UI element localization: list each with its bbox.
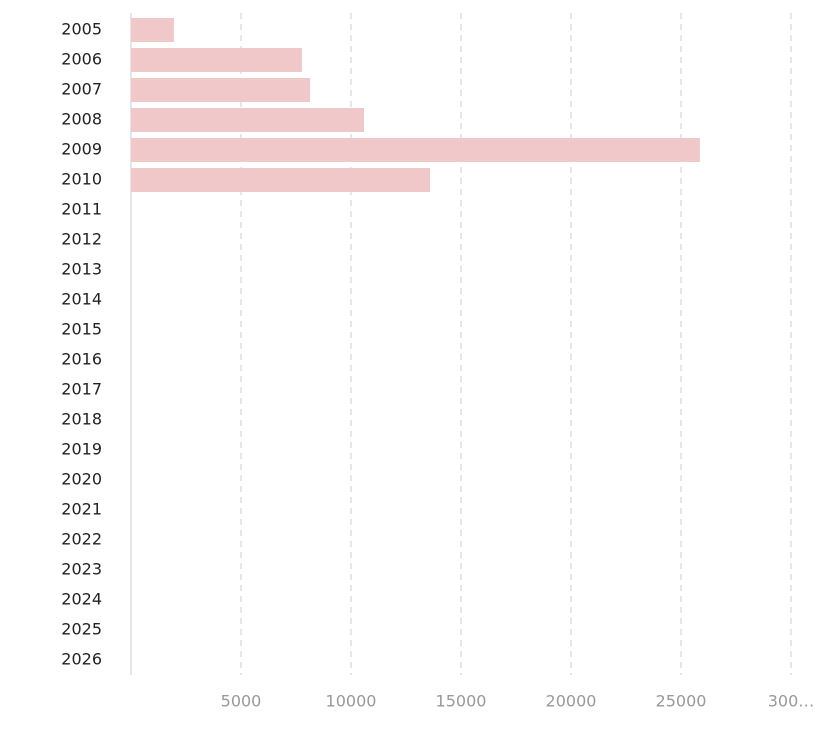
- y-tick-label: 2013: [61, 260, 102, 279]
- y-tick-label: 2006: [61, 50, 102, 69]
- bar: [131, 78, 311, 102]
- y-tick-label: 2016: [61, 350, 102, 369]
- y-tick-label: 2007: [61, 80, 102, 99]
- y-tick-label: 2014: [61, 290, 102, 309]
- x-tick-label: 25000: [656, 692, 707, 711]
- y-tick-label: 2026: [61, 650, 102, 669]
- y-tick-label: 2024: [61, 590, 102, 609]
- y-tick-label: 2010: [61, 170, 102, 189]
- y-tick-label: 2020: [61, 470, 102, 489]
- y-tick-label: 2018: [61, 410, 102, 429]
- bar: [131, 18, 174, 42]
- bar: [131, 108, 364, 132]
- y-tick-label: 2021: [61, 500, 102, 519]
- bar: [131, 168, 430, 192]
- y-tick-label: 2012: [61, 230, 102, 249]
- x-tick-label: 15000: [436, 692, 487, 711]
- y-tick-label: 2022: [61, 530, 102, 549]
- x-tick-label: 10000: [326, 692, 377, 711]
- y-tick-label: 2011: [61, 200, 102, 219]
- y-tick-label: 2025: [61, 620, 102, 639]
- x-tick-label: 300…: [768, 692, 815, 711]
- y-tick-label: 2015: [61, 320, 102, 339]
- y-tick-label: 2023: [61, 560, 102, 579]
- x-tick-label: 20000: [546, 692, 597, 711]
- x-tick-label: 5000: [221, 692, 262, 711]
- bar: [131, 138, 700, 162]
- bar: [131, 48, 302, 72]
- y-tick-label: 2005: [61, 20, 102, 39]
- y-tick-label: 2009: [61, 140, 102, 159]
- y-tick-label: 2017: [61, 380, 102, 399]
- y-tick-label: 2019: [61, 440, 102, 459]
- y-tick-label: 2008: [61, 110, 102, 129]
